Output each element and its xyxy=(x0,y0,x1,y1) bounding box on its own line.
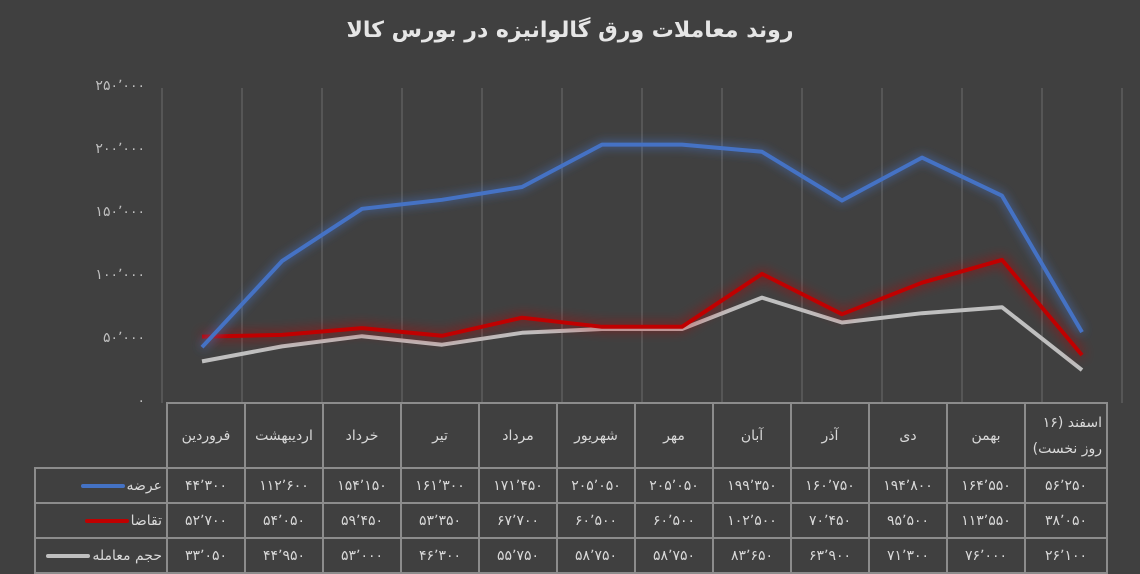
table-cell: ۱۹۴٬۸۰۰ xyxy=(868,467,948,504)
month-header: خرداد xyxy=(322,402,402,469)
table-cell: ۵۹٬۴۵۰ xyxy=(322,502,402,539)
month-header: اسفند (۱۶ روز نخست) xyxy=(1024,402,1108,469)
y-tick-label: ۵۰٬۰۰۰ xyxy=(102,330,145,346)
table-row-volume: حجم معامله ۳۳٬۰۵۰ ۴۴٬۹۵۰ ۵۳٬۰۰۰ ۴۶٬۳۰۰ ۵… xyxy=(34,537,1108,574)
table-row-demand: تقاضا ۵۲٬۷۰۰ ۵۴٬۰۵۰ ۵۹٬۴۵۰ ۵۳٬۳۵۰ ۶۷٬۷۰۰… xyxy=(34,502,1108,539)
table-cell: ۵۴٬۰۵۰ xyxy=(244,502,324,539)
table-cell: ۱۵۴٬۱۵۰ xyxy=(322,467,402,504)
table-cell: ۲۶٬۱۰۰ xyxy=(1024,537,1108,574)
legend-swatch-gray xyxy=(46,553,91,558)
table-cell: ۱۹۹٬۳۵۰ xyxy=(712,467,792,504)
table-cell: ۹۵٬۵۰۰ xyxy=(868,502,948,539)
table-cell: ۱۶۴٬۵۵۰ xyxy=(946,467,1026,504)
table-header-row: فروردین اردیبهشت خرداد تیر مرداد شهریور … xyxy=(35,402,1108,469)
table-cell: ۲۰۵٬۰۵۰ xyxy=(556,467,636,504)
table-cell: ۵۲٬۷۰۰ xyxy=(166,502,246,539)
month-header: اردیبهشت xyxy=(244,402,324,469)
y-tick-label: ۲۵۰٬۰۰۰ xyxy=(95,78,145,94)
table-cell: ۵۵٬۷۵۰ xyxy=(478,537,558,574)
legend-volume: حجم معامله xyxy=(34,537,168,574)
table-row-supply: عرضه ۴۴٬۳۰۰ ۱۱۲٬۶۰۰ ۱۵۴٬۱۵۰ ۱۶۱٬۳۰۰ ۱۷۱٬… xyxy=(34,467,1108,504)
table-cell: ۲۰۵٬۰۵۰ xyxy=(634,467,714,504)
table-cell: ۵۳٬۰۰۰ xyxy=(322,537,402,574)
y-tick-label: ۰ xyxy=(137,393,145,409)
legend-swatch-blue xyxy=(80,483,125,488)
y-tick-label: ۱۰۰٬۰۰۰ xyxy=(95,267,145,283)
table-cell: ۱۰۲٬۵۰۰ xyxy=(712,502,792,539)
table-cell: ۸۳٬۶۵۰ xyxy=(712,537,792,574)
table-cell: ۷۰٬۴۵۰ xyxy=(790,502,870,539)
y-tick-label: ۱۵۰٬۰۰۰ xyxy=(95,204,145,220)
table-cell: ۴۶٬۳۰۰ xyxy=(400,537,480,574)
table-cell: ۱۶۱٬۳۰۰ xyxy=(400,467,480,504)
table-cell: ۵۸٬۷۵۰ xyxy=(634,537,714,574)
month-header: دی xyxy=(868,402,948,469)
table-cell: ۳۸٬۰۵۰ xyxy=(1024,502,1108,539)
table-cell: ۶۳٬۹۰۰ xyxy=(790,537,870,574)
legend-demand: تقاضا xyxy=(34,502,168,539)
month-header: بهمن xyxy=(946,402,1026,469)
series-line xyxy=(200,142,1084,349)
table-cell: ۶۰٬۵۰۰ xyxy=(556,502,636,539)
month-header: مهر xyxy=(634,402,714,469)
chart-title: روند معاملات ورق گالوانیزه در بورس کالا xyxy=(346,18,794,43)
month-header: تیر xyxy=(400,402,480,469)
month-header: مرداد xyxy=(478,402,558,469)
table-cell: ۴۴٬۳۰۰ xyxy=(166,467,246,504)
legend-supply: عرضه xyxy=(34,467,168,504)
month-header: آبان xyxy=(712,402,792,469)
gridlines xyxy=(161,88,1123,403)
month-header: شهریور xyxy=(556,402,636,469)
month-header: آذر xyxy=(790,402,870,469)
data-table: فروردین اردیبهشت خرداد تیر مرداد شهریور … xyxy=(34,402,1108,574)
table-cell: ۵۶٬۲۵۰ xyxy=(1024,467,1108,504)
table-cell: ۶۰٬۵۰۰ xyxy=(634,502,714,539)
y-tick-label: ۲۰۰٬۰۰۰ xyxy=(95,141,145,157)
table-cell: ۱۶۰٬۷۵۰ xyxy=(790,467,870,504)
table-cell: ۵۳٬۳۵۰ xyxy=(400,502,480,539)
table-cell: ۷۶٬۰۰۰ xyxy=(946,537,1026,574)
table-cell: ۵۸٬۷۵۰ xyxy=(556,537,636,574)
table-cell: ۳۳٬۰۵۰ xyxy=(166,537,246,574)
series-line xyxy=(201,257,1084,357)
table-cell: ۱۱۲٬۶۰۰ xyxy=(244,467,324,504)
legend-swatch-red xyxy=(84,518,129,523)
table-cell: ۶۷٬۷۰۰ xyxy=(478,502,558,539)
table-cell: ۱۷۱٬۴۵۰ xyxy=(478,467,558,504)
table-cell: ۷۱٬۳۰۰ xyxy=(868,537,948,574)
series-line xyxy=(201,295,1084,372)
table-cell: ۴۴٬۹۵۰ xyxy=(244,537,324,574)
table-cell: ۱۱۳٬۵۵۰ xyxy=(946,502,1026,539)
month-header: فروردین xyxy=(166,402,246,469)
